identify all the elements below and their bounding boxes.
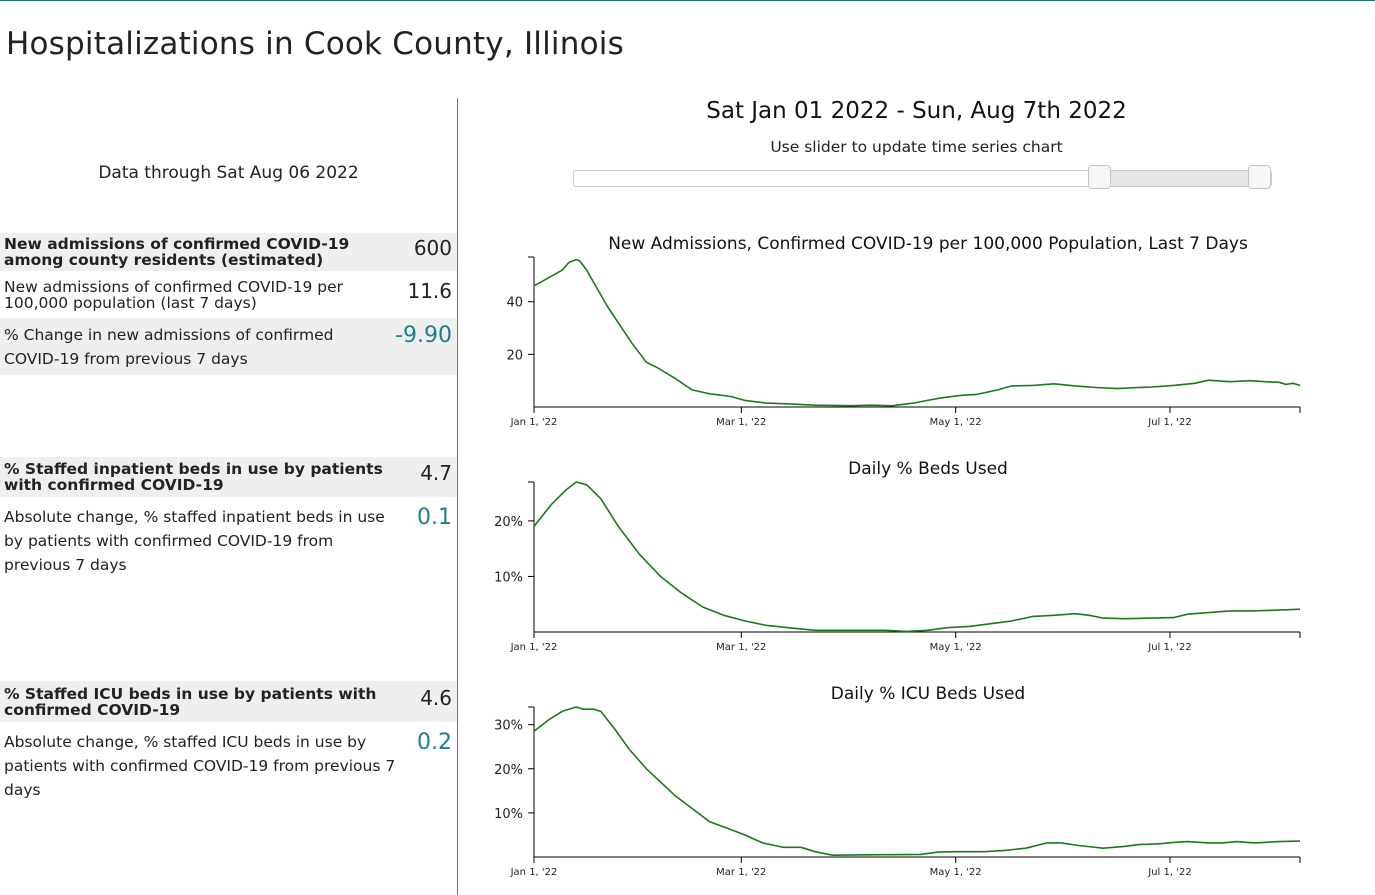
x-tick-label: Jan 1, '22 xyxy=(510,642,558,653)
y-tick-label: 20 xyxy=(506,348,523,363)
x-tick-label: Jul 1, '22 xyxy=(1147,417,1191,428)
metric-row-inpatient-beds-change: Absolute change, % staffed inpatient bed… xyxy=(0,505,457,581)
metric-value-inpatient-beds-change: 0.1 xyxy=(417,505,452,530)
series-line-3 xyxy=(533,706,1301,856)
y-tick-label: 10% xyxy=(494,570,523,585)
metric-value-icu-beds: 4.6 xyxy=(420,686,452,710)
metric-row-admissions-rate: New admissions of confirmed COVID-19 per… xyxy=(0,276,457,316)
y-tick-label: 30% xyxy=(494,719,523,734)
metric-value-admissions-rate: 11.6 xyxy=(407,279,452,303)
slider-handle-start[interactable] xyxy=(1087,165,1111,189)
x-tick-label: Jul 1, '22 xyxy=(1147,867,1191,878)
metric-label-icu-beds-change: Absolute change, % staffed ICU beds in u… xyxy=(4,733,396,799)
metric-label-inpatient-beds-change: Absolute change, % staffed inpatient bed… xyxy=(4,508,385,574)
x-tick-label: Mar 1, '22 xyxy=(716,642,766,653)
metric-row-admissions-change: % Change in new admissions of confirmed … xyxy=(0,318,457,375)
series-line-1 xyxy=(533,258,1301,407)
y-tick-label: 20% xyxy=(494,515,523,530)
y-tick-label: 20% xyxy=(494,763,523,778)
y-tick-label: 40 xyxy=(506,296,523,311)
metric-value-admissions: 600 xyxy=(413,236,452,260)
metric-value-admissions-change: -9.90 xyxy=(395,323,452,348)
metric-value-icu-beds-change: 0.2 xyxy=(417,730,452,755)
time-series-charts: New Admissions, Confirmed COVID-19 per 1… xyxy=(494,234,1301,878)
metric-row-icu-beds-change: Absolute change, % staffed ICU beds in u… xyxy=(0,730,457,799)
top-accent-rule xyxy=(0,0,1375,1)
x-tick-label: May 1, '22 xyxy=(930,642,982,653)
x-tick-label: Mar 1, '22 xyxy=(716,867,766,878)
x-tick-label: Jul 1, '22 xyxy=(1147,642,1191,653)
x-tick-label: Jan 1, '22 xyxy=(510,867,558,878)
slider-caption: Use slider to update time series chart xyxy=(770,138,1063,156)
date-range-title: Sat Jan 01 2022 - Sun, Aug 7th 2022 xyxy=(706,98,1127,124)
panel-divider xyxy=(457,98,458,895)
x-tick-label: Mar 1, '22 xyxy=(716,417,766,428)
slider-selected-range[interactable] xyxy=(1098,171,1258,186)
series-line-2 xyxy=(533,481,1301,633)
chart-title-3: Daily % ICU Beds Used xyxy=(831,684,1025,704)
chart-title-2: Daily % Beds Used xyxy=(848,459,1008,479)
slider-handle-end[interactable] xyxy=(1248,165,1272,189)
metric-label-admissions: New admissions of confirmed COVID-19 amo… xyxy=(4,235,350,269)
metric-row-admissions: New admissions of confirmed COVID-19 amo… xyxy=(0,233,457,271)
page-title: Hospitalizations in Cook County, Illinoi… xyxy=(6,26,624,62)
metric-label-inpatient-beds: % Staffed inpatient beds in use by patie… xyxy=(4,460,383,494)
metric-label-admissions-change: % Change in new admissions of confirmed … xyxy=(4,326,334,368)
metric-label-admissions-rate: New admissions of confirmed COVID-19 per… xyxy=(4,278,344,312)
metric-label-icu-beds: % Staffed ICU beds in use by patients wi… xyxy=(4,685,377,719)
x-tick-label: Jan 1, '22 xyxy=(510,417,558,428)
x-tick-label: May 1, '22 xyxy=(930,867,982,878)
metric-value-inpatient-beds: 4.7 xyxy=(420,461,452,485)
metric-row-inpatient-beds: % Staffed inpatient beds in use by patie… xyxy=(0,457,457,497)
y-tick-label: 10% xyxy=(494,807,523,822)
metric-row-icu-beds: % Staffed ICU beds in use by patients wi… xyxy=(0,681,457,722)
x-tick-label: May 1, '22 xyxy=(930,417,982,428)
data-through-date: Data through Sat Aug 06 2022 xyxy=(98,163,359,183)
chart-title-1: New Admissions, Confirmed COVID-19 per 1… xyxy=(608,234,1248,254)
